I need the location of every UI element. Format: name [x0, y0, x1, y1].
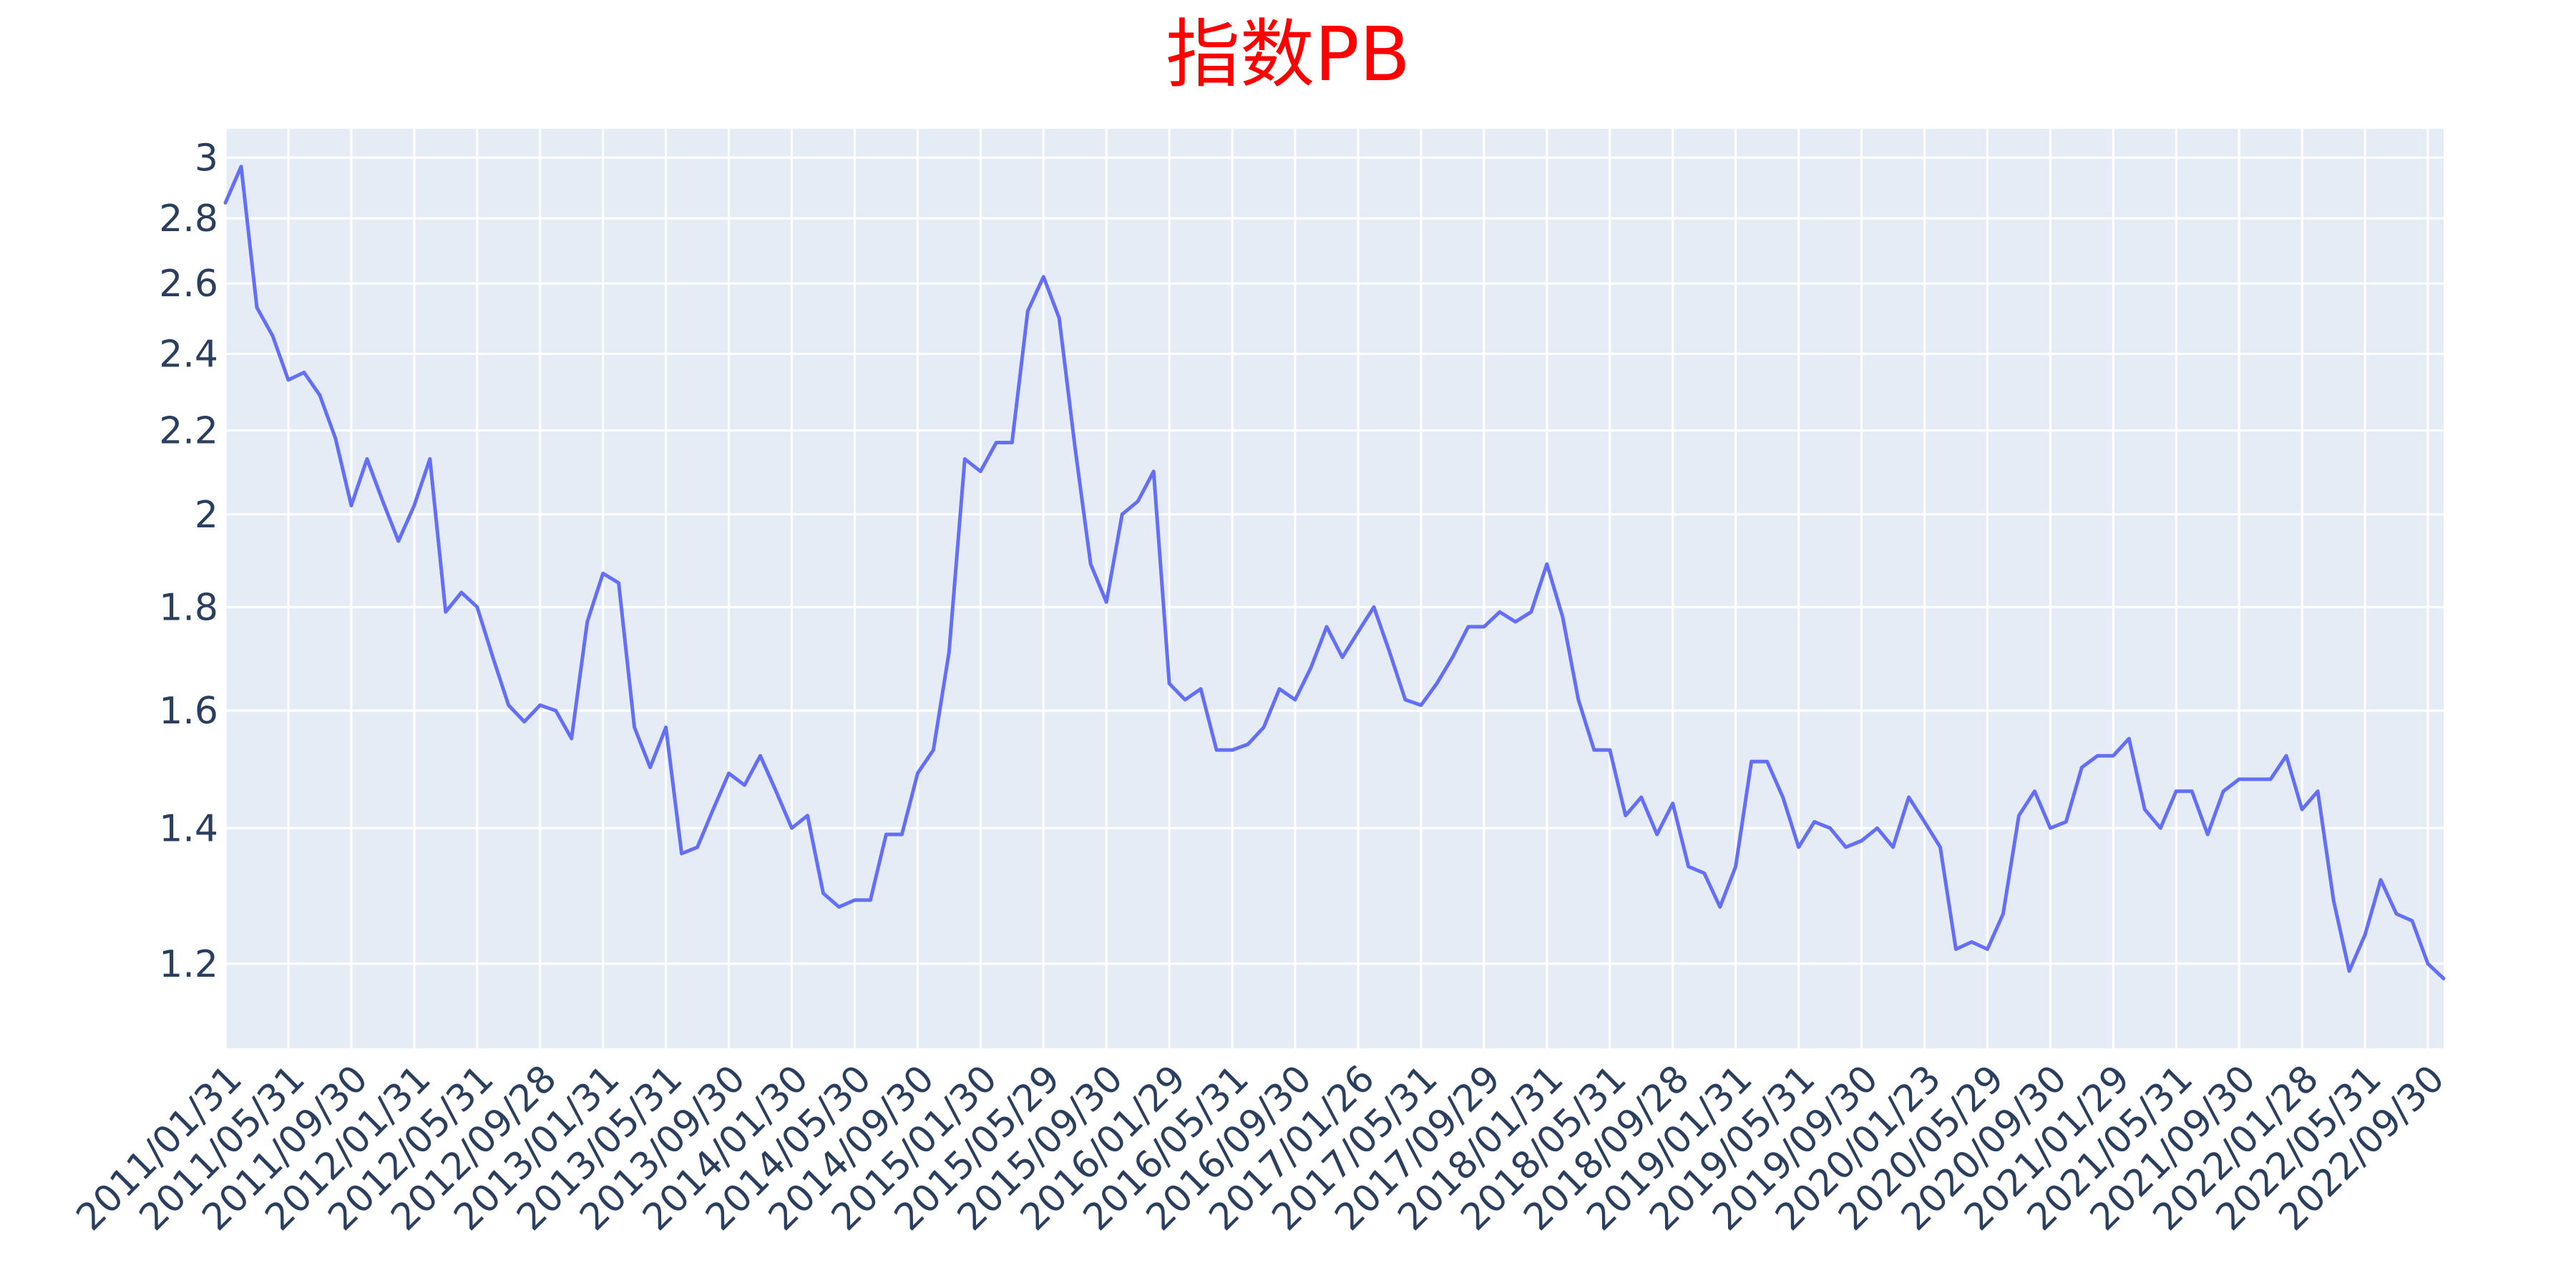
gridlines: [224, 129, 2444, 1048]
y-tick-label: 2.6: [159, 263, 218, 306]
y-tick-label: 2: [195, 494, 218, 537]
plot-background: [225, 129, 2444, 1048]
y-tick-label: 3: [195, 137, 218, 180]
x-axis-ticks: 2011/01/312011/05/312011/09/302012/01/31…: [69, 1058, 2453, 1239]
y-axis-ticks: 1.2 1.4 1.6 1.8 2 2.2 2.4 2.6 2.8 3: [159, 137, 218, 985]
y-tick-label: 1.4: [159, 807, 218, 850]
y-tick-label: 2.8: [159, 197, 218, 240]
y-tick-label: 2.2: [159, 410, 218, 453]
series-layer: [223, 165, 2446, 980]
chart-title: 指数PB: [1165, 11, 1411, 98]
y-tick-label: 1.6: [159, 690, 218, 733]
y-tick-label: 1.2: [159, 943, 218, 986]
y-tick-label: 2.4: [159, 333, 218, 376]
series-line: [223, 165, 2446, 980]
y-tick-label: 1.8: [159, 586, 218, 629]
